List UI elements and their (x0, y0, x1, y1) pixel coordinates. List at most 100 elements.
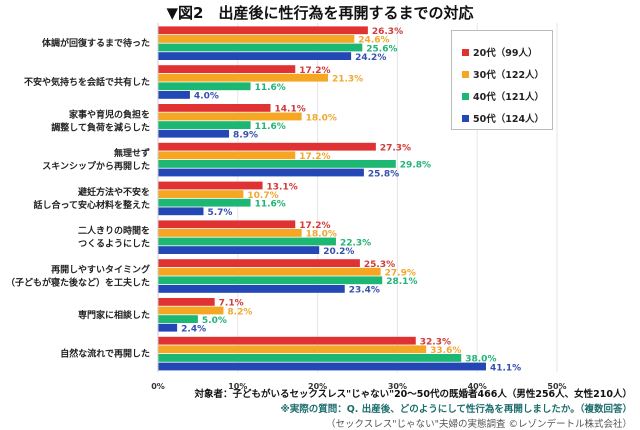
data-label: 32.3% (420, 338, 451, 348)
category-label: 調整して負荷を減らした (51, 121, 150, 133)
bar (158, 362, 486, 371)
category-label: 二人きりの時間を (78, 225, 150, 237)
data-label: 26.3% (372, 27, 403, 37)
x-tick-label: 0% (151, 382, 165, 391)
bar (158, 285, 345, 293)
data-label: 23.4% (349, 286, 380, 296)
data-label: 24.6% (358, 36, 389, 46)
category-label: 避妊方法や不安を (78, 186, 150, 198)
data-label: 14.1% (275, 105, 306, 115)
data-label: 29.8% (400, 161, 431, 171)
category-label: （子どもが寝た後など）を工夫した (6, 277, 150, 289)
data-label: 38.0% (465, 355, 496, 365)
bar (158, 112, 302, 121)
footer-target: 対象者：子どもがいるセックスレス"じゃない"20～50代の既婚者466人（男性2… (194, 389, 632, 400)
category-label: スキンシップから再開した (42, 160, 150, 172)
bar (158, 237, 336, 246)
data-label: 17.2% (299, 152, 330, 162)
bar (158, 151, 296, 160)
data-label: 25.3% (364, 260, 395, 270)
data-label: 27.9% (385, 269, 416, 279)
data-label: 5.0% (202, 316, 227, 326)
bar (158, 168, 364, 177)
x-tick-label: 20% (308, 382, 327, 391)
bar (158, 323, 178, 332)
bar (158, 160, 396, 168)
bar (158, 181, 263, 190)
x-tick-label: 30% (388, 382, 407, 391)
footer-source: （セックスレス"じゃない"夫婦の実態調査 ©レゾンデートル株式会社） (326, 419, 632, 430)
data-label: 13.1% (267, 182, 298, 192)
data-label: 4.0% (194, 92, 219, 102)
data-label: 17.2% (299, 66, 330, 76)
data-label: 24.2% (355, 53, 386, 63)
data-label: 21.3% (332, 75, 363, 85)
x-tick-label: 10% (228, 382, 247, 391)
data-label: 2.4% (181, 325, 206, 335)
legend-swatch (462, 114, 469, 122)
bar (158, 198, 251, 207)
data-label: 8.2% (227, 307, 252, 317)
bar (158, 26, 368, 35)
bar (158, 220, 296, 229)
bar (158, 306, 224, 315)
data-label: 33.6% (430, 346, 461, 356)
legend-item: 40代（121人） (462, 85, 552, 107)
legend-swatch (462, 48, 469, 56)
bar (158, 35, 355, 43)
legend-label: 20代（99人） (473, 48, 538, 59)
legend: 20代（99人） 30代（122人） 40代（121人） 50代（124人） (451, 30, 553, 130)
chart-title: ▼図2 出産後に性行為を再開するまでの対応 (166, 4, 474, 22)
data-label: 8.9% (233, 131, 258, 141)
bar (158, 267, 381, 276)
bar (158, 190, 244, 198)
data-label: 11.6% (255, 200, 286, 210)
bar (158, 43, 363, 52)
category-label: 再開しやすいタイミング (51, 264, 150, 276)
legend-item: 20代（99人） (462, 41, 552, 63)
category-label: 不安や気持ちを会話で共有した (24, 76, 150, 88)
category-label: つくるようにした (78, 239, 150, 250)
data-label: 20.2% (323, 247, 354, 257)
data-label: 25.6% (366, 44, 397, 54)
data-label: 25.8% (368, 169, 399, 179)
bar (158, 259, 360, 267)
data-label: 11.6% (255, 83, 286, 93)
bar (158, 73, 328, 82)
bar (158, 354, 462, 362)
bar (158, 91, 190, 99)
bar (158, 121, 251, 129)
data-label: 22.3% (340, 238, 371, 248)
bar (158, 298, 215, 306)
data-label: 7.1% (219, 299, 244, 309)
category-label: 体調が回復するまで待った (42, 37, 150, 49)
legend-label: 40代（121人） (473, 92, 545, 103)
data-label: 18.0% (306, 230, 337, 240)
data-label: 28.1% (386, 277, 417, 287)
legend-swatch (462, 70, 469, 78)
bar (158, 207, 204, 216)
data-label: 41.1% (490, 363, 521, 373)
data-label: 17.2% (299, 221, 330, 231)
bar (158, 82, 251, 91)
bar (158, 104, 271, 112)
category-label: 無理せず (114, 147, 150, 159)
bar (158, 229, 302, 237)
bar (158, 345, 427, 354)
category-label: 自然な流れで再開した (60, 348, 150, 360)
data-label: 5.7% (207, 208, 232, 218)
bar (158, 129, 230, 138)
bar (158, 52, 352, 60)
legend-swatch (462, 92, 469, 100)
bar (158, 336, 416, 345)
data-label: 27.3% (380, 144, 411, 154)
bar (158, 276, 383, 285)
legend-item: 30代（122人） (462, 63, 552, 85)
legend-label: 30代（122人） (473, 70, 545, 81)
bar (158, 142, 376, 151)
legend-label: 50代（124人） (473, 114, 545, 125)
data-label: 18.0% (306, 113, 337, 123)
category-label: 専門家に相談した (78, 309, 150, 321)
data-label: 10.7% (247, 191, 278, 201)
bar (158, 65, 296, 73)
